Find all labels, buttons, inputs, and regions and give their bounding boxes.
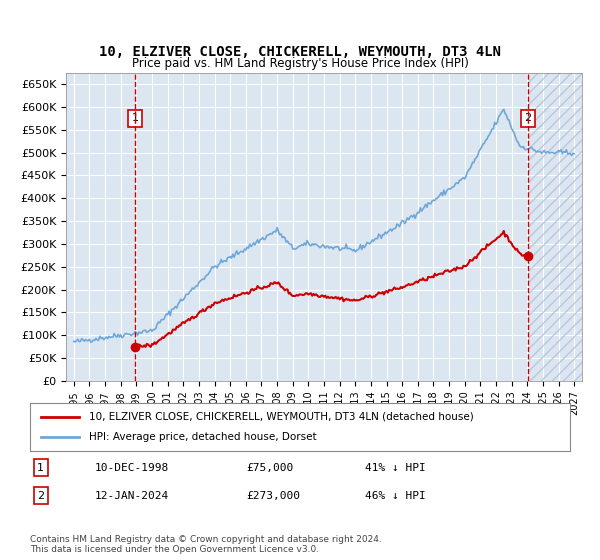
- Text: 2: 2: [524, 114, 532, 123]
- Text: 10, ELZIVER CLOSE, CHICKERELL, WEYMOUTH, DT3 4LN: 10, ELZIVER CLOSE, CHICKERELL, WEYMOUTH,…: [99, 45, 501, 59]
- Text: £273,000: £273,000: [246, 491, 300, 501]
- Text: 46% ↓ HPI: 46% ↓ HPI: [365, 491, 425, 501]
- Text: 10-DEC-1998: 10-DEC-1998: [95, 463, 169, 473]
- Text: Contains HM Land Registry data © Crown copyright and database right 2024.
This d: Contains HM Land Registry data © Crown c…: [30, 535, 382, 554]
- Text: 1: 1: [131, 114, 139, 123]
- Text: HPI: Average price, detached house, Dorset: HPI: Average price, detached house, Dors…: [89, 432, 317, 442]
- Text: 12-JAN-2024: 12-JAN-2024: [95, 491, 169, 501]
- Text: Price paid vs. HM Land Registry's House Price Index (HPI): Price paid vs. HM Land Registry's House …: [131, 57, 469, 70]
- Text: 1: 1: [37, 463, 44, 473]
- Text: £75,000: £75,000: [246, 463, 293, 473]
- Text: 2: 2: [37, 491, 44, 501]
- Text: 10, ELZIVER CLOSE, CHICKERELL, WEYMOUTH, DT3 4LN (detached house): 10, ELZIVER CLOSE, CHICKERELL, WEYMOUTH,…: [89, 412, 474, 422]
- Text: 41% ↓ HPI: 41% ↓ HPI: [365, 463, 425, 473]
